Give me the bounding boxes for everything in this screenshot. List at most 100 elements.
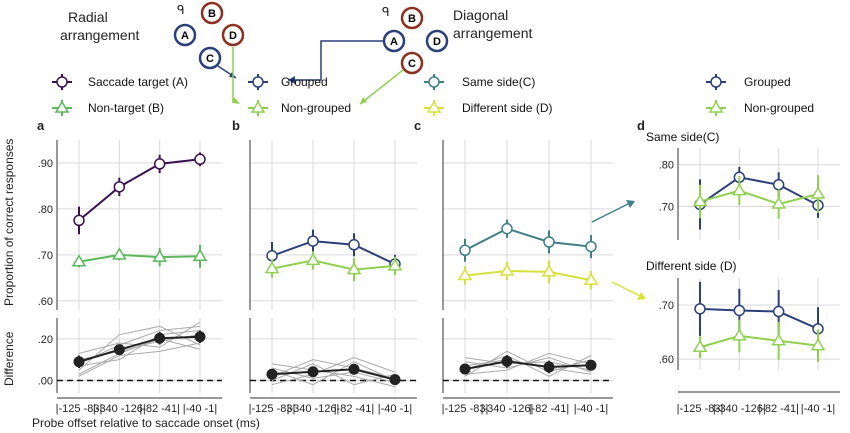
circle-d-diag <box>425 29 449 53</box>
chart-layer: .90.80.70.60.20.00|-125 -83||-340 -126||… <box>38 140 840 415</box>
panel-d-top-series-2-point <box>810 186 826 199</box>
panel-b-series-1-point <box>348 239 360 251</box>
panel-a-series-2-point <box>192 248 208 261</box>
arrowhead-c-to-d-bottom <box>637 292 646 300</box>
panel-a-ytick-label: .60 <box>38 296 53 308</box>
panel-b-diff-mean-point <box>389 374 401 386</box>
circle-c-radial-label: C <box>206 53 214 65</box>
panel-b-series-2-point <box>387 258 403 271</box>
panel-d-bottom-ytick-label: .70 <box>659 300 674 312</box>
legend-b-nongrouped-marker <box>248 100 268 116</box>
panel-a-series-1-line <box>78 158 201 222</box>
panel-d-xtick-label: |-340 -126| <box>713 403 766 415</box>
panel-c-series-1-point <box>543 236 555 248</box>
panel-a-xtick-label: |-340 -126| <box>93 403 146 415</box>
panel-a-ytick-label: .80 <box>38 204 53 216</box>
panel-c-diff-mean-line <box>464 360 592 371</box>
panel-a-series-2-point <box>112 247 127 260</box>
panel-a-diff-individual-line <box>78 321 201 354</box>
panel-a-diff-mean-line <box>78 335 201 363</box>
circle-d-diag-label: D <box>433 36 441 48</box>
panel-b-series-2-line <box>271 259 396 271</box>
panel-b-series-2-point <box>346 262 362 275</box>
panel-c-diff-mean-point <box>459 363 471 375</box>
circle-b-radial <box>200 1 224 25</box>
panel-a-xtick-label: |-40 -1| <box>183 403 217 415</box>
diag-arrowhead-nongrouped <box>360 97 367 104</box>
circle-a-diag <box>382 29 406 53</box>
legend-b-grouped-marker <box>248 74 268 90</box>
panel-a-xtick-label: |-125 -83| <box>56 403 103 415</box>
panel-b-series-2-point <box>305 252 321 266</box>
diagonal-title-line2: arrangement <box>453 25 532 41</box>
panel-d-bottom-series-2-line <box>699 334 819 349</box>
circle-b-diag <box>400 6 424 30</box>
legend-c-same-label: Same side(C) <box>462 75 535 89</box>
radial-title-line2: arrangement <box>60 27 139 43</box>
circle-d-radial-label: D <box>229 30 237 42</box>
panel-letter-b: b <box>232 118 240 133</box>
panel-b-diff-mean-line <box>271 368 396 381</box>
panel-a-diff-individual-line <box>78 338 201 375</box>
panel-a-series-1-point <box>113 181 126 193</box>
arrowhead-nongrouped-b <box>233 97 240 104</box>
diagonal-title-line1: Diagonal <box>453 7 508 23</box>
panel-b-diff-mean-point <box>307 366 319 378</box>
panel-a-diff-mean-point <box>194 331 206 343</box>
fixation-icon: ᑫ <box>177 3 185 17</box>
panel-b-diff-individual-line <box>271 357 396 386</box>
legend-d-nongrouped-label: Non-grouped <box>744 101 814 115</box>
legend-a-nontarget-marker <box>52 100 72 116</box>
panel-a-series-2-line <box>78 253 201 263</box>
x-axis-title: Probe offset relative to saccade onset (… <box>32 416 260 430</box>
legend-d: Grouped Non-grouped <box>706 74 814 116</box>
d-bottom-title: Different side (D) <box>646 259 736 273</box>
panel-a-diff-individual-line <box>78 325 201 371</box>
panel-c-series-2-line <box>464 269 592 282</box>
panel-b-xtick-label: |-125 -83| <box>249 403 296 415</box>
arrow-c-to-d-top <box>591 203 629 223</box>
panel-d-top-series-2-point <box>771 196 786 209</box>
panel-c-xtick-label: |-82 -41| <box>529 403 570 415</box>
panel-a-diff-mean-point <box>154 332 166 344</box>
fixation-icon-diag: ᑫ <box>382 5 390 19</box>
panel-a-diff-individual-line <box>78 325 201 365</box>
panel-d-top-series-2-point <box>732 183 747 196</box>
legend-c: Same side(C) Different side (D) <box>424 74 552 116</box>
panel-d-xtick-label: |-125 -83| <box>677 403 724 415</box>
panel-d-bottom-ytick-label: .60 <box>659 354 674 366</box>
panel-c-series-2-point <box>499 263 515 276</box>
legend-b-grouped-label: Grouped <box>281 75 328 89</box>
diag-arrow-grouped <box>288 40 383 81</box>
arrowhead-c-to-d-top <box>626 200 635 208</box>
panel-d-bottom-series-1-point <box>733 304 746 317</box>
panel-b-diff-mean-point <box>266 368 278 380</box>
panel-c-xtick-label: |-125 -83| <box>442 403 489 415</box>
panel-b-diff-mean-point <box>348 363 360 375</box>
circle-b-diag-label: B <box>408 13 416 25</box>
panel-letter-a: a <box>37 118 45 133</box>
legend-a: Saccade target (A) Non-target (B) <box>52 74 188 116</box>
panel-b-xtick-label: |-40 -1| <box>378 403 412 415</box>
panel-a-diff-mean-point <box>73 356 85 368</box>
panel-a-diff-mean-point <box>113 344 125 356</box>
legend-b-nongrouped-label: Non-grouped <box>281 101 351 115</box>
panel-a-series-1-point <box>153 158 166 170</box>
panel-d-top-series-1-point <box>772 179 785 191</box>
legend-c-same-marker <box>424 74 444 90</box>
panel-c-diff-mean-point <box>543 361 555 373</box>
panel-b-xtick-label: |-340 -126| <box>287 403 340 415</box>
panel-b-series-2-point <box>264 261 280 274</box>
panel-a-ytick-label: .90 <box>38 158 53 170</box>
panel-d-top-series-2-point <box>692 194 708 207</box>
panel-d-bottom-series-2-point <box>771 333 786 346</box>
panel-c-series-1-point <box>585 240 597 253</box>
panel-c-diff-individual-line <box>464 352 592 375</box>
circle-a-diag-label: A <box>390 36 398 48</box>
circle-b-radial-label: B <box>208 8 216 20</box>
panel-c-series-2-point <box>457 268 473 281</box>
circle-d-radial <box>221 23 245 47</box>
diag-arrow-nongrouped <box>359 69 404 105</box>
legend-a-target-marker <box>52 74 72 90</box>
